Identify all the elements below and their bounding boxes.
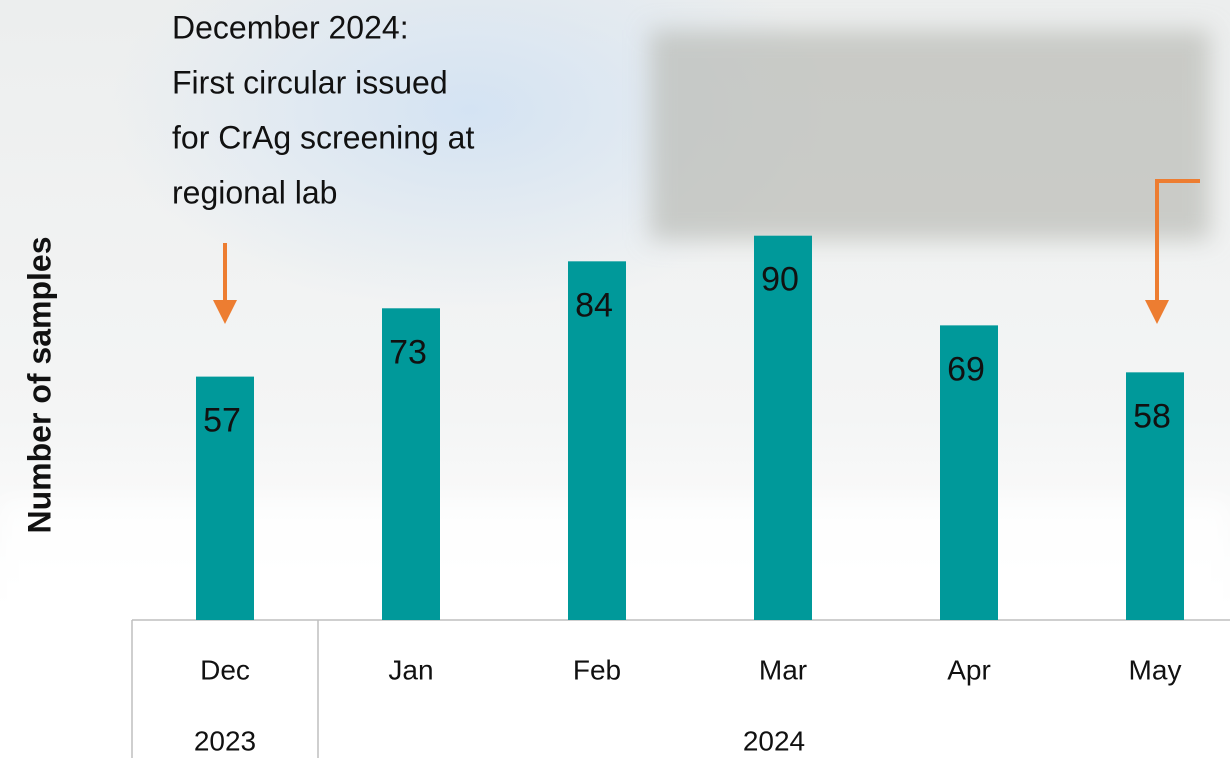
chart: Number of samples December 2024: First ci…: [0, 0, 1230, 758]
slide: Number of samples December 2024: First ci…: [0, 0, 1230, 758]
data-label: 58: [1133, 397, 1171, 435]
annotation: regional lab: [172, 174, 337, 210]
x-tick-label: Dec: [200, 654, 250, 685]
data-label: 57: [203, 402, 241, 440]
x-tick-label: Feb: [573, 654, 621, 685]
annotation: December 2024:: [172, 9, 409, 45]
data-label: 90: [761, 261, 799, 299]
data-label: 69: [947, 350, 985, 388]
x-tick-label: Mar: [759, 654, 807, 685]
x-tick-label: Apr: [947, 654, 991, 685]
y-axis-label: Number of samples: [21, 237, 57, 534]
x-tick-label: May: [1129, 654, 1182, 685]
data-label: 84: [575, 286, 613, 324]
annotation: First circular issued: [172, 64, 448, 100]
group-label: 2024: [743, 725, 805, 756]
data-label: 73: [389, 333, 427, 371]
annotation: for CrAg screening at: [172, 119, 474, 155]
x-tick-label: Jan: [388, 654, 433, 685]
group-label: 2023: [194, 725, 256, 756]
